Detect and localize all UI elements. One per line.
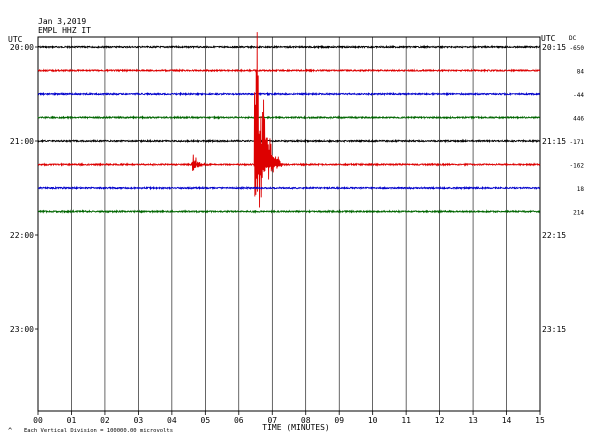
right-utc-label: UTC [541, 34, 556, 43]
scale-mark: ^ [8, 427, 12, 435]
right-hour-label: 23:15 [542, 325, 566, 334]
seismic-trace-2 [37, 68, 541, 73]
dc-offset-label: 446 [573, 116, 584, 123]
left-hour-label: 21:00 [10, 137, 34, 146]
x-tick-label: 13 [468, 416, 478, 425]
dc-offset-label: 214 [573, 210, 584, 217]
dc-offset-label: -162 [570, 163, 585, 170]
left-hour-label: 22:00 [10, 231, 34, 240]
right-hour-label: 22:15 [542, 231, 566, 240]
left-utc-label: UTC [8, 35, 23, 44]
right-hour-label: 21:15 [542, 137, 566, 146]
seismic-trace-7 [37, 185, 541, 191]
seismic-trace-1 [37, 44, 541, 50]
seismic-traces [37, 32, 541, 214]
seismic-trace-6 [37, 32, 541, 208]
axis-labels: 00 01 02 03 04 05 06 07 08 09 10 11 12 13 14 15 20:00 21:… [10, 43, 584, 425]
chart-station: EMPL HHZ IT [38, 26, 91, 35]
x-tick-label: 07 [267, 416, 277, 425]
seismic-trace-5 [37, 138, 541, 144]
x-tick-label: 12 [435, 416, 445, 425]
seismic-trace-8 [37, 209, 541, 214]
scale-note: Each Vertical Division = 100000.00 micro… [24, 428, 173, 434]
grid-lines [35, 37, 541, 415]
dc-offset-label: -44 [573, 92, 584, 99]
x-axis-label: TIME (MINUTES) [262, 423, 329, 432]
x-tick-label: 10 [368, 416, 378, 425]
x-tick-label: 02 [100, 416, 110, 425]
x-tick-label: 09 [334, 416, 344, 425]
seismic-trace-3 [37, 91, 541, 97]
dc-offset-label: 84 [577, 69, 585, 76]
dc-label: DC [569, 35, 577, 42]
left-hour-label: 20:00 [10, 43, 34, 52]
x-tick-label: 00 [33, 416, 43, 425]
x-tick-label: 11 [401, 416, 411, 425]
x-tick-label: 03 [134, 416, 144, 425]
chart-date: Jan 3,2019 [38, 17, 86, 26]
x-tick-label: 15 [535, 416, 545, 425]
x-tick-label: 08 [301, 416, 311, 425]
x-tick-label: 04 [167, 416, 177, 425]
right-hour-label: 20:15 [542, 43, 566, 52]
x-tick-label: 06 [234, 416, 244, 425]
left-hour-label: 23:00 [10, 325, 34, 334]
plot-frame [37, 36, 541, 412]
dc-offset-label: -650 [570, 45, 585, 52]
dc-offset-label: 18 [577, 186, 585, 193]
x-tick-label: 05 [201, 416, 211, 425]
x-tick-label: 14 [502, 416, 512, 425]
x-tick-label: 01 [67, 416, 77, 425]
seismic-trace-4 [37, 115, 541, 120]
dc-offset-label: -171 [570, 139, 585, 146]
